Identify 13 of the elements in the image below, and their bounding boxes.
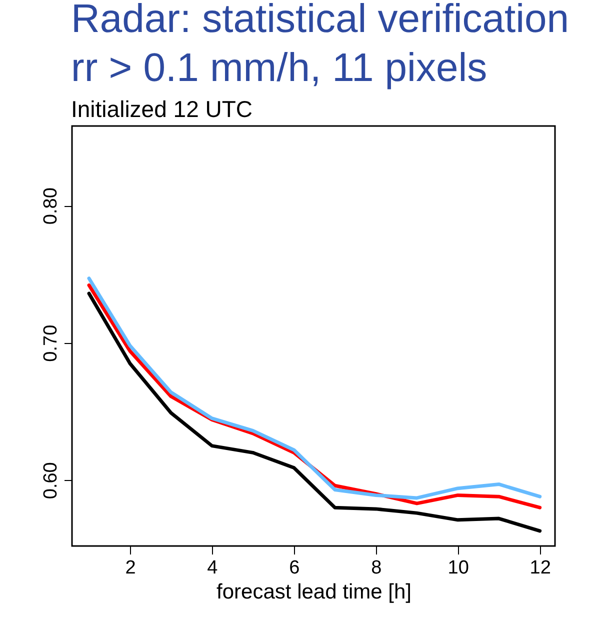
x-tick-label: 10 xyxy=(448,558,469,578)
x-tick-label: 2 xyxy=(125,558,136,578)
chart-title: Radar: statistical verification xyxy=(71,0,569,41)
x-tick-label: 8 xyxy=(371,558,382,578)
chart-subtitle: rr > 0.1 mm/h, 11 pixels xyxy=(71,46,488,90)
text: Initialized 12 UTC xyxy=(71,96,253,122)
y-tick-label: 0.70 xyxy=(40,324,62,362)
x-tick-label: 4 xyxy=(207,558,218,578)
x-tick-label: 12 xyxy=(530,558,551,578)
y-tick-label: 0.60 xyxy=(40,462,62,500)
x-tick-label: 6 xyxy=(289,558,300,578)
y-tick-label: 0.80 xyxy=(40,188,62,225)
x-axis-title: forecast lead time [h] xyxy=(216,580,412,604)
